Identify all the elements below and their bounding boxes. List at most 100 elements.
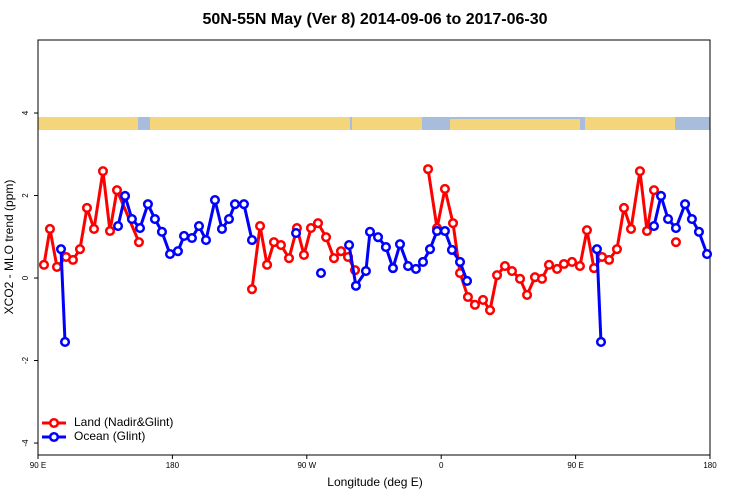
data-point <box>423 164 434 175</box>
data-point <box>238 199 249 210</box>
legend-label: Ocean (Glint) <box>74 429 145 443</box>
data-point <box>38 259 50 270</box>
data-point <box>262 259 273 270</box>
data-point <box>604 254 615 265</box>
data-point <box>172 246 183 257</box>
y-tick-label: 0 <box>21 275 30 280</box>
data-point <box>648 220 660 232</box>
data-point <box>693 226 704 237</box>
data-point <box>380 242 391 253</box>
data-point <box>648 185 660 196</box>
data-point <box>522 289 533 300</box>
data-point <box>462 291 473 303</box>
y-tick-label: 4 <box>21 110 30 115</box>
chart-title: 50N-55N May (Ver 8) 2014-09-06 to 2017-0… <box>202 11 547 28</box>
data-point <box>112 220 124 232</box>
data-point <box>364 226 376 237</box>
data-point <box>574 261 585 272</box>
data-point <box>44 223 55 234</box>
data-point <box>111 185 123 196</box>
data-point <box>59 336 71 348</box>
x-tick-label: 90 E <box>567 461 583 470</box>
data-point <box>120 190 131 201</box>
data-point <box>611 244 623 255</box>
data-point <box>410 263 422 275</box>
legend-marker <box>48 417 60 429</box>
data-point <box>461 275 473 286</box>
data-point <box>164 249 176 260</box>
data-point <box>209 195 221 206</box>
data-point <box>305 223 317 234</box>
data-point <box>360 265 371 277</box>
x-axis-label: Longitude (deg E) <box>327 475 422 489</box>
data-point <box>142 199 153 210</box>
data-point <box>618 202 630 213</box>
data-point <box>255 220 266 232</box>
data-point <box>321 232 332 243</box>
data-point <box>566 256 578 267</box>
x-tick-label: 90 W <box>297 461 316 470</box>
data-point <box>446 244 458 256</box>
data-point <box>178 230 190 241</box>
data-point <box>387 263 399 274</box>
data-point <box>514 273 526 284</box>
data-point <box>591 244 603 255</box>
data-point <box>216 223 228 234</box>
data-point <box>350 280 361 291</box>
legend-label: Land (Nadir&Glint) <box>74 415 173 429</box>
data-point <box>74 244 86 255</box>
data-point <box>439 225 450 237</box>
data-point <box>149 213 160 225</box>
data-point <box>246 284 258 295</box>
data-point <box>298 249 310 260</box>
data-point <box>246 235 258 246</box>
data-point <box>67 254 78 265</box>
data-point <box>402 261 414 272</box>
data-point <box>229 199 241 210</box>
data-point <box>312 218 324 229</box>
data-point <box>670 223 682 234</box>
data-point <box>88 223 100 234</box>
data-point <box>104 225 116 237</box>
data-point <box>680 199 691 210</box>
data-point <box>81 202 93 213</box>
data-point <box>275 239 287 251</box>
data-point <box>492 270 503 281</box>
data-point <box>454 256 466 267</box>
data-point <box>55 244 67 255</box>
data-point <box>634 166 646 177</box>
data-point <box>581 225 592 236</box>
data-point <box>477 294 489 305</box>
data-point <box>595 336 607 348</box>
data-point <box>223 213 235 225</box>
data-point <box>424 244 436 255</box>
y-axis-label: XCO2 - MLO trend (ppm) <box>2 180 16 315</box>
data-point <box>335 246 347 257</box>
data-point <box>51 261 63 272</box>
data-point <box>394 239 406 250</box>
data-point <box>484 305 496 316</box>
y-tick-label: 2 <box>21 193 30 198</box>
data-point <box>552 263 563 275</box>
data-point <box>315 268 327 279</box>
data-point <box>655 190 667 201</box>
data-point <box>97 166 109 177</box>
data-point <box>328 253 340 264</box>
map-strip <box>38 117 710 130</box>
data-point <box>133 237 144 248</box>
y-tick-label: -2 <box>21 356 30 364</box>
x-tick-label: 180 <box>166 461 180 470</box>
y-tick-label: -4 <box>21 439 30 447</box>
x-tick-label: 0 <box>439 461 444 470</box>
data-point <box>625 223 637 234</box>
data-point <box>344 239 355 251</box>
data-point <box>156 226 167 237</box>
data-point <box>558 258 570 270</box>
data-point <box>134 223 146 234</box>
plot-frame <box>37 39 711 456</box>
data-point <box>447 218 459 229</box>
data-point <box>283 253 295 264</box>
data-point <box>499 261 511 272</box>
